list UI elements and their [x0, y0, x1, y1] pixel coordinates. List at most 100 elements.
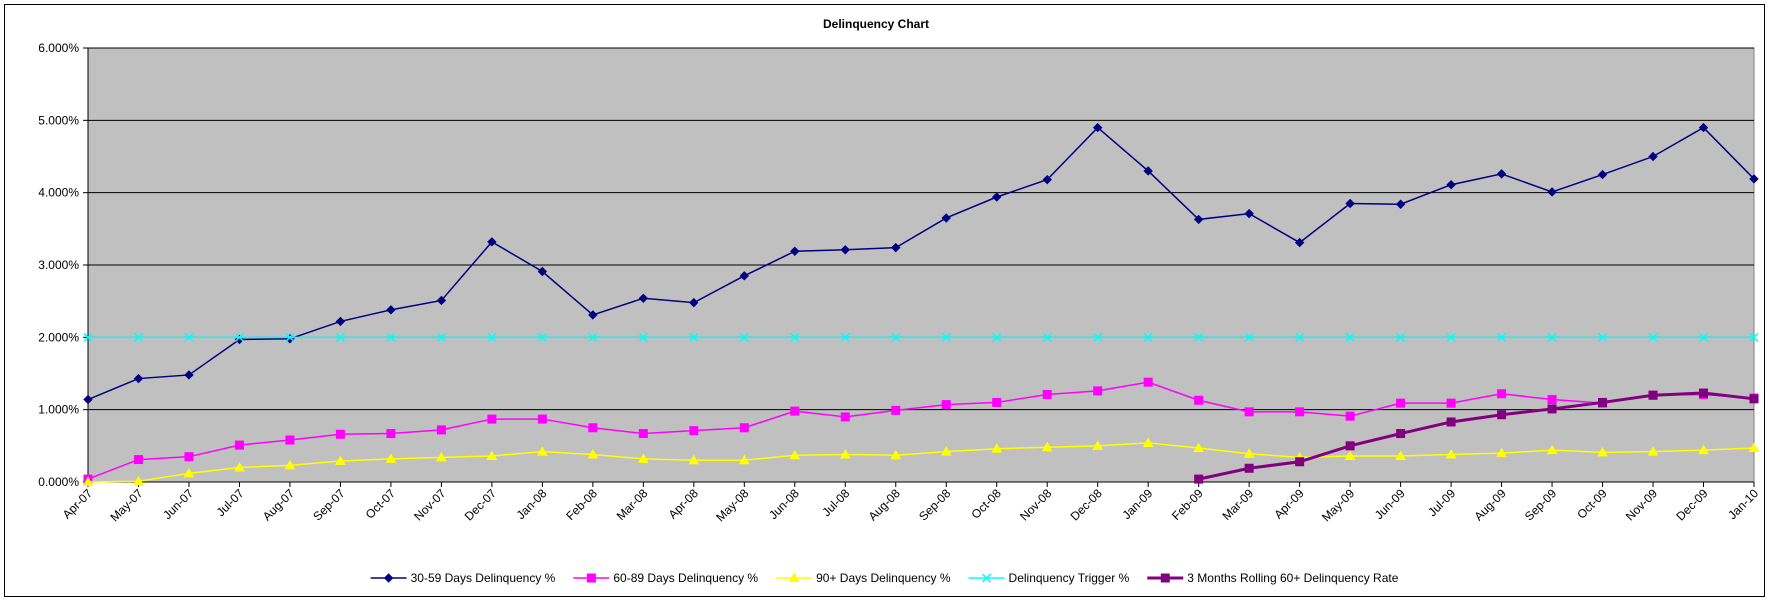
data-point [738, 454, 750, 465]
data-point [1345, 198, 1355, 209]
data-point [840, 412, 850, 422]
data-point [1042, 389, 1052, 399]
data-point [739, 271, 750, 281]
data-point [891, 242, 901, 253]
data-point [940, 446, 952, 456]
legend-marker [982, 573, 992, 583]
data-point [1598, 332, 1608, 342]
legend-label: 90+ Days Delinquency % [816, 571, 951, 585]
chart-title: Delinquency Chart [823, 17, 929, 31]
data-point [486, 450, 498, 460]
data-point [133, 332, 144, 342]
data-point [234, 332, 244, 342]
series-2 [82, 437, 1760, 486]
data-point [1092, 440, 1104, 450]
data-point [1445, 448, 1457, 459]
y-tick-label: 1.000% [38, 403, 79, 417]
data-point [487, 237, 497, 247]
data-point [789, 449, 801, 460]
data-point [1344, 450, 1356, 460]
data-point [1345, 332, 1355, 342]
data-point [537, 332, 547, 342]
data-point [891, 405, 901, 415]
data-point [1597, 446, 1608, 457]
data-point [1749, 174, 1759, 184]
legend-item-4: 3 Months Rolling 60+ Delinquency Rate [1147, 571, 1399, 585]
data-point [537, 266, 548, 277]
data-point [587, 448, 599, 459]
data-point [1395, 450, 1406, 460]
y-tick-label: 0.000% [38, 475, 79, 489]
data-point [436, 451, 447, 462]
data-point [790, 332, 800, 342]
data-point [1547, 404, 1557, 414]
legend-item-2: 90+ Days Delinquency % [776, 571, 951, 585]
data-point [1497, 332, 1507, 342]
legend-label: 3 Months Rolling 60+ Delinquency Rate [1187, 571, 1398, 585]
data-point [1395, 199, 1406, 209]
data-point [83, 332, 93, 342]
data-point [1446, 398, 1456, 408]
data-point [689, 426, 699, 436]
data-point [436, 295, 447, 306]
data-point [1193, 214, 1204, 225]
data-point [386, 332, 396, 342]
data-point [487, 414, 497, 424]
data-point [386, 429, 396, 439]
series-line [87, 442, 1755, 483]
y-tick-label: 5.000% [38, 113, 79, 127]
data-point [537, 446, 548, 456]
data-point [1497, 410, 1507, 420]
data-point [1546, 444, 1558, 455]
data-point [1294, 237, 1305, 248]
data-point [386, 305, 396, 315]
data-point [1194, 332, 1204, 342]
data-point [1295, 457, 1305, 467]
data-point [1093, 386, 1103, 396]
legend-item-0: 30-59 Days Delinquency % [370, 571, 556, 585]
data-point [891, 332, 901, 342]
data-point [1243, 448, 1255, 458]
series-4 [1194, 388, 1759, 484]
data-point [1749, 332, 1759, 342]
data-point [1142, 437, 1154, 447]
data-point [1496, 169, 1507, 179]
data-point [335, 332, 345, 342]
y-tick-label: 3.000% [38, 258, 79, 272]
data-point [436, 425, 446, 435]
data-point [890, 449, 902, 460]
data-point [1193, 442, 1205, 453]
data-point [1295, 332, 1305, 342]
data-point [588, 332, 598, 342]
data-point [1244, 407, 1254, 417]
data-point [234, 440, 244, 450]
data-point [941, 213, 951, 223]
data-point [689, 297, 699, 308]
y-tick-label: 4.000% [38, 186, 79, 200]
data-point [133, 455, 143, 465]
plot-area: 0.000% 1.000% 2.000% 3.000% 4.000% 5.000% 6.00… [38, 41, 1761, 524]
data-point [1497, 389, 1507, 399]
data-point [285, 435, 295, 445]
data-point [739, 332, 749, 342]
data-point [1143, 166, 1153, 176]
data-point [1295, 407, 1305, 417]
data-point [1598, 397, 1608, 407]
data-point [82, 476, 94, 486]
data-point [1042, 332, 1052, 342]
data-point [638, 429, 648, 439]
data-point [184, 452, 194, 462]
data-point [1648, 332, 1658, 342]
data-point [941, 400, 951, 410]
legend-item-1: 60-89 Days Delinquency % [573, 571, 758, 585]
data-point [537, 414, 547, 424]
legend-marker [383, 573, 394, 583]
data-point [688, 454, 700, 465]
data-point [487, 332, 497, 342]
data-point [183, 467, 195, 478]
data-point [1143, 377, 1153, 387]
data-point [1547, 187, 1557, 197]
data-point [992, 332, 1002, 342]
series-line [1198, 391, 1755, 481]
data-point [1194, 474, 1204, 484]
